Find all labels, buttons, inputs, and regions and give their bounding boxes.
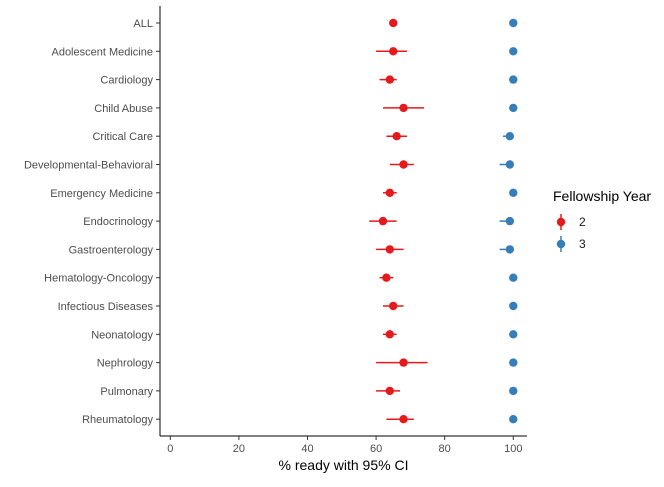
x-tick-label: 0 [167, 443, 173, 455]
data-point [509, 386, 518, 396]
data-point [399, 358, 408, 367]
legend-key-point [556, 239, 566, 249]
x-tick-label: 80 [439, 443, 451, 455]
axes: ALL Adolescent Medicine Cardiology Child Ab… [24, 6, 527, 455]
plot-area [369, 18, 518, 424]
y-tick-label: Hematology-Oncology [44, 273, 153, 285]
y-tick-label: Cardiology [100, 75, 153, 87]
data-point [385, 188, 395, 197]
legend-title: Fellowship Year [553, 188, 651, 204]
data-point [389, 301, 398, 311]
data-point [509, 188, 518, 197]
data-point [505, 245, 515, 254]
series-2 [369, 18, 428, 424]
data-point [385, 386, 395, 396]
data-point [509, 47, 518, 56]
data-point [389, 47, 398, 56]
data-point [509, 273, 518, 282]
y-tick-label: ALL [133, 18, 153, 30]
data-point [389, 18, 398, 28]
x-axis-title: % ready with 95% CI [279, 457, 409, 473]
data-point [509, 330, 518, 339]
y-tick-label: Emergency Medicine [50, 188, 153, 200]
data-point [378, 216, 388, 226]
data-point [385, 245, 395, 254]
y-tick-label: Infectious Diseases [58, 301, 154, 313]
data-point [399, 160, 408, 169]
data-point [509, 301, 518, 311]
data-point [509, 103, 518, 113]
y-tick-label: Rheumatology [82, 414, 153, 426]
data-point [382, 273, 391, 282]
data-point [399, 103, 408, 113]
data-point [392, 132, 401, 141]
data-point [385, 75, 395, 84]
y-tick-label: Critical Care [92, 131, 153, 143]
y-tick-label: Child Abuse [94, 103, 153, 115]
x-tick-label: 100 [504, 443, 522, 455]
data-point [505, 132, 515, 141]
data-point [509, 358, 518, 367]
y-tick-label: Gastroenterology [69, 244, 154, 256]
legend-key-point [556, 217, 566, 227]
data-point [399, 415, 408, 424]
x-tick-label: 60 [370, 443, 382, 455]
data-point [385, 330, 395, 339]
x-tick-label: 40 [301, 443, 313, 455]
x-tick-label: 20 [233, 443, 245, 455]
y-tick-label: Pulmonary [100, 386, 153, 398]
y-tick-label: Developmental-Behavioral [24, 160, 153, 172]
data-point [509, 75, 518, 84]
legend-label: 2 [579, 215, 586, 229]
y-tick-label: Adolescent Medicine [51, 46, 153, 58]
series-3 [499, 18, 518, 424]
legend-label: 3 [579, 237, 586, 251]
data-point [509, 18, 518, 28]
data-point [505, 160, 515, 169]
data-point [505, 216, 515, 226]
data-point [509, 415, 518, 424]
y-tick-label: Neonatology [91, 329, 153, 341]
legend: Fellowship Year 2 3 [553, 188, 651, 252]
y-tick-label: Nephrology [97, 358, 154, 370]
y-tick-label: Endocrinology [83, 216, 153, 228]
